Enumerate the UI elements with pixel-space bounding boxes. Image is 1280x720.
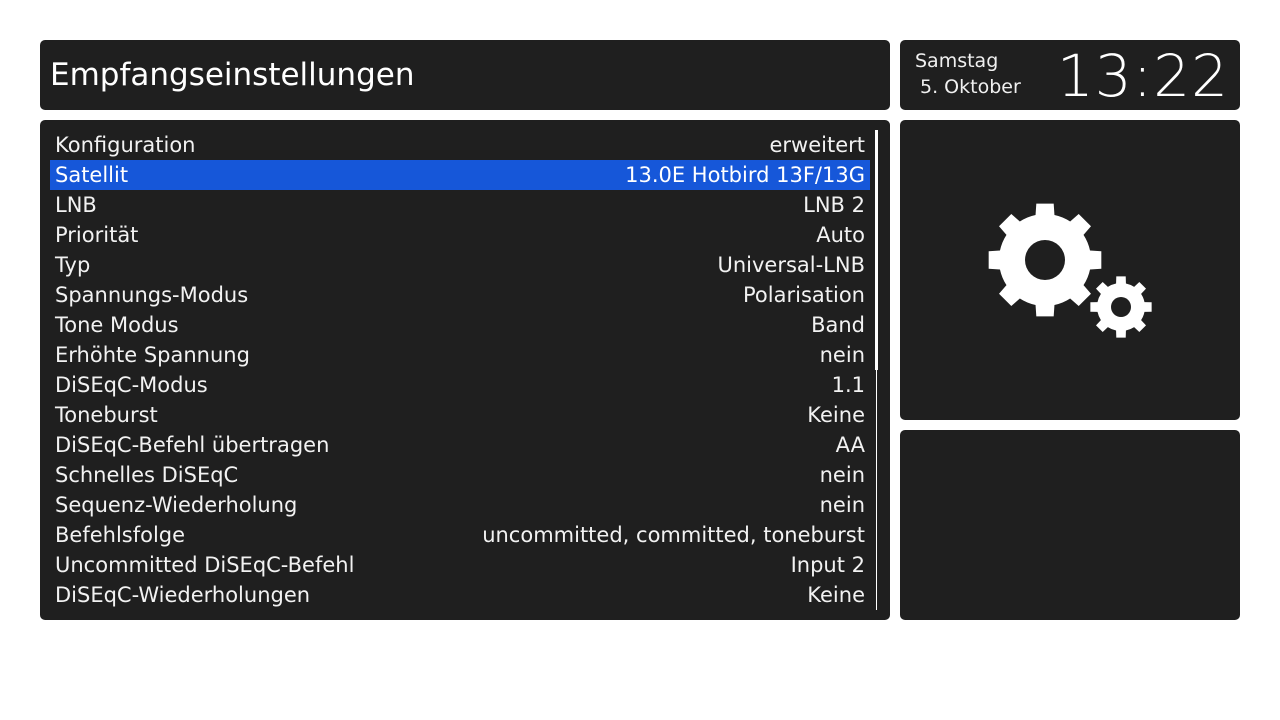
setting-label: DiSEqC-Befehl übertragen [55, 433, 330, 457]
settings-row[interactable]: DiSEqC-Wiederholungen Keine [50, 580, 870, 610]
setting-value: AA [835, 433, 865, 457]
settings-row[interactable]: DiSEqC-Modus 1.1 [50, 370, 870, 400]
setting-label: Toneburst [55, 403, 158, 427]
settings-row[interactable]: Typ Universal-LNB [50, 250, 870, 280]
setting-label: Uncommitted DiSEqC-Befehl [55, 553, 355, 577]
setting-value: Keine [807, 583, 865, 607]
page-title: Empfangseinstellungen [50, 57, 415, 93]
setting-label: Erhöhte Spannung [55, 343, 250, 367]
settings-row[interactable]: Satellit 13.0E Hotbird 13F/13G [50, 160, 870, 190]
setting-label: Konfiguration [55, 133, 196, 157]
setting-value: uncommitted, committed, toneburst [482, 523, 865, 547]
settings-row[interactable]: Tone Modus Band [50, 310, 870, 340]
scrollbar[interactable] [875, 130, 878, 610]
settings-row[interactable]: Spannungs-Modus Polarisation [50, 280, 870, 310]
small-gear-icon [1090, 276, 1152, 338]
scrollbar-thumb[interactable] [875, 130, 878, 370]
clock-time: 13:22 [1056, 42, 1229, 110]
settings-list-panel: Konfiguration erweitert Satellit 13.0E Hotb… [40, 120, 890, 620]
setting-label: Satellit [55, 163, 129, 187]
title-panel: Empfangseinstellungen [40, 40, 890, 110]
settings-row[interactable]: Uncommitted DiSEqC-Befehl Input 2 [50, 550, 870, 580]
setting-value: nein [819, 493, 865, 517]
settings-row[interactable]: Konfiguration erweitert [50, 130, 870, 160]
setting-label: Typ [55, 253, 91, 277]
settings-row[interactable]: DiSEqC-Befehl übertragen AA [50, 430, 870, 460]
setting-value: Universal-LNB [717, 253, 865, 277]
setting-label: Sequenz-Wiederholung [55, 493, 298, 517]
settings-row[interactable]: Befehlsfolge uncommitted, committed, tone… [50, 520, 870, 550]
setting-label: LNB [55, 193, 97, 217]
setting-value: Auto [816, 223, 865, 247]
clock-date: 5. Oktober [920, 76, 1021, 98]
setting-label: Schnelles DiSEqC [55, 463, 239, 487]
setting-value: nein [819, 343, 865, 367]
setting-label: Tone Modus [55, 313, 179, 337]
settings-row[interactable]: Sequenz-Wiederholung nein [50, 490, 870, 520]
setting-value: erweitert [769, 133, 865, 157]
setting-label: DiSEqC-Modus [55, 373, 208, 397]
settings-list[interactable]: Konfiguration erweitert Satellit 13.0E Hotb… [50, 130, 870, 610]
setting-value: Polarisation [743, 283, 865, 307]
setting-label: Priorität [55, 223, 139, 247]
setting-value: Input 2 [790, 553, 865, 577]
settings-row[interactable]: Erhöhte Spannung nein [50, 340, 870, 370]
gears-icon [988, 203, 1152, 338]
settings-row[interactable]: Priorität Auto [50, 220, 870, 250]
icon-panel [900, 120, 1240, 420]
clock-day: Samstag [915, 50, 999, 72]
large-gear-icon [988, 203, 1102, 317]
setting-label: Spannungs-Modus [55, 283, 249, 307]
setting-value: Band [811, 313, 865, 337]
settings-row[interactable]: Schnelles DiSEqC nein [50, 460, 870, 490]
info-panel [900, 430, 1240, 620]
setting-label: DiSEqC-Wiederholungen [55, 583, 311, 607]
setting-label: Befehlsfolge [55, 523, 186, 547]
scrollbar-track [876, 130, 877, 610]
setting-value: nein [819, 463, 865, 487]
setting-value: LNB 2 [803, 193, 865, 217]
settings-row[interactable]: LNB LNB 2 [50, 190, 870, 220]
setting-value: 1.1 [831, 373, 865, 397]
clock-panel: Samstag 5. Oktober 13:22 [900, 40, 1240, 110]
setting-value: 13.0E Hotbird 13F/13G [625, 163, 865, 187]
setting-value: Keine [807, 403, 865, 427]
settings-row[interactable]: Toneburst Keine [50, 400, 870, 430]
